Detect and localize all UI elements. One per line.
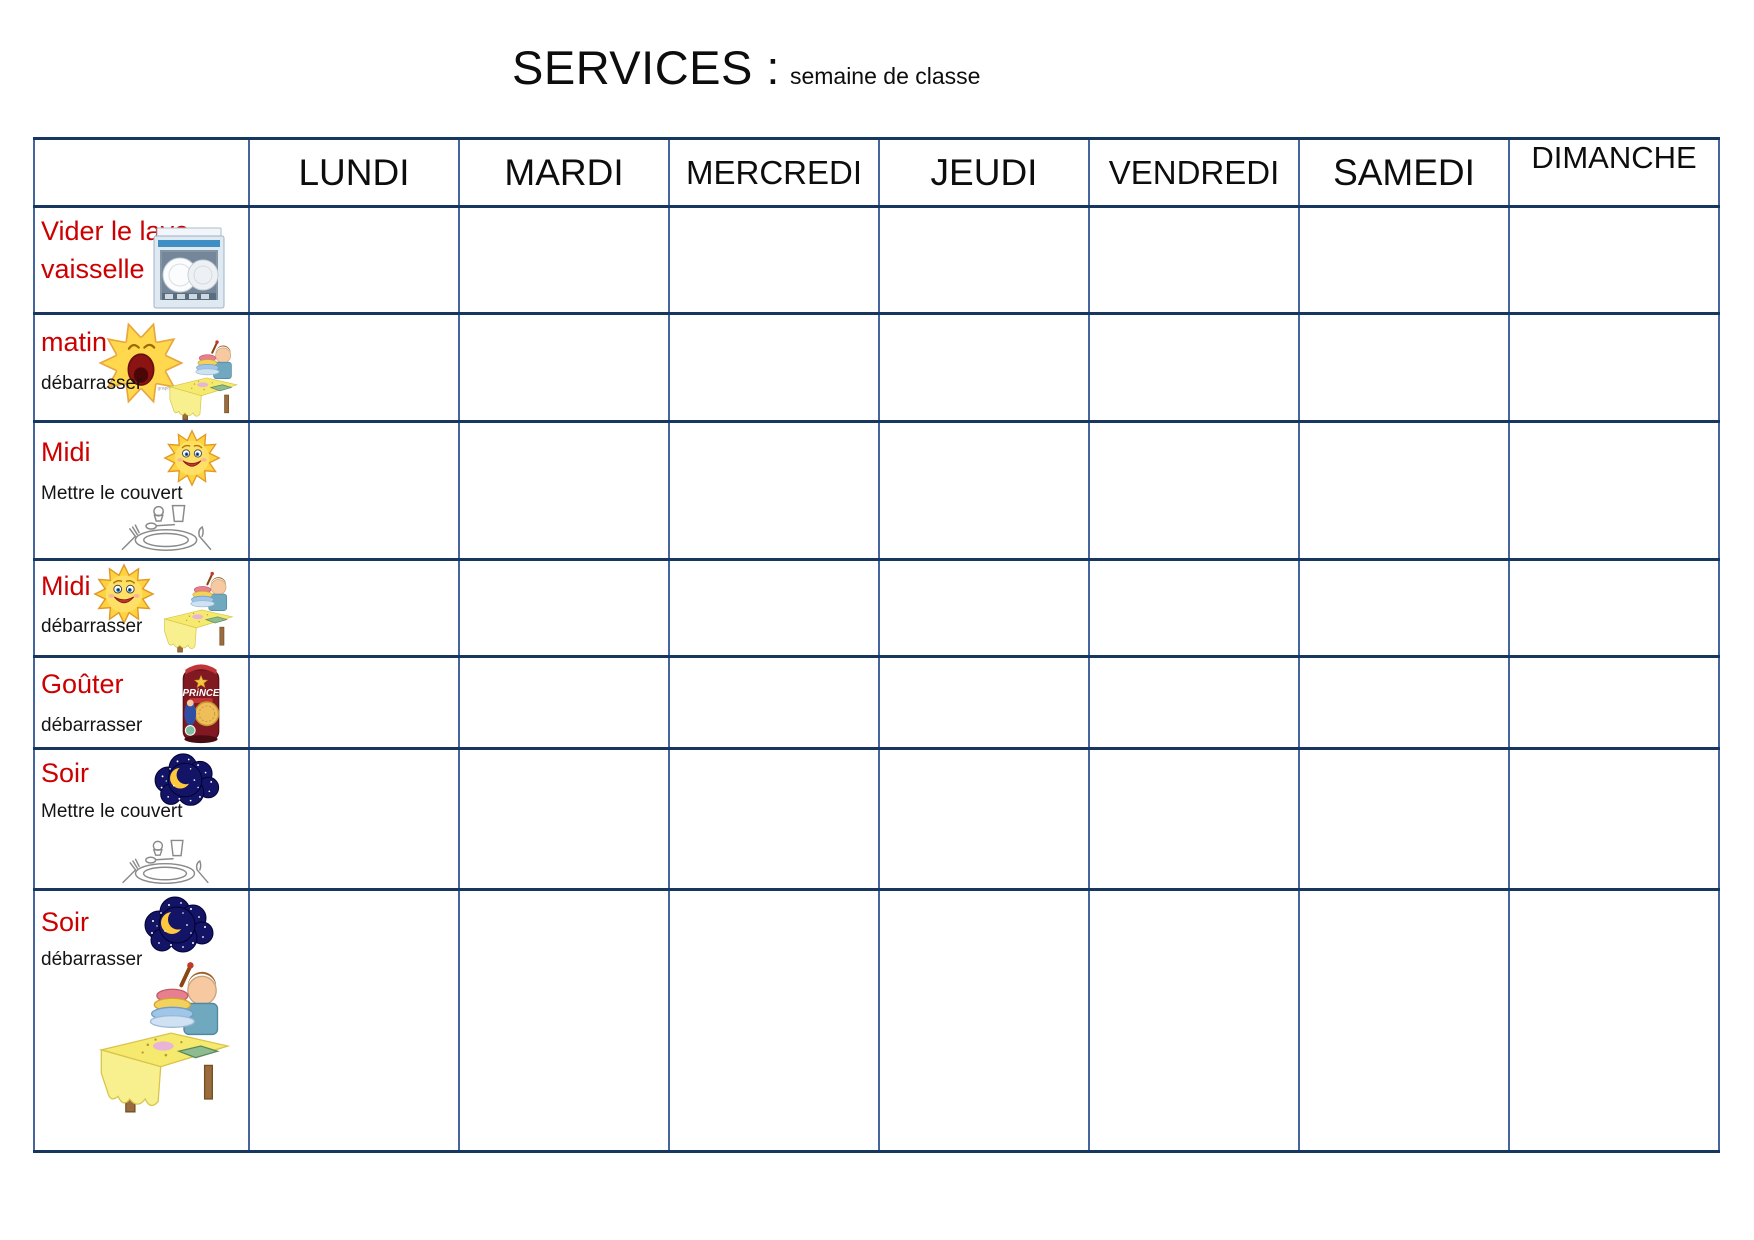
schedule-cell [248, 205, 460, 315]
schedule-cell [248, 888, 460, 1153]
task-row: Midi Mettre le couvert [33, 420, 1720, 561]
day-header-mardi: MARDI [458, 137, 670, 208]
schedule-cell [1088, 420, 1300, 561]
schedule-cell [458, 205, 670, 315]
schedule-cell [1508, 312, 1720, 423]
header-row: LUNDI MARDI MERCREDI JEUDI VENDREDI SAME… [33, 137, 1720, 208]
schedule-cell [1508, 420, 1720, 561]
page-title: SERVICES : semaine de classe [512, 40, 980, 95]
title-main: SERVICES : [512, 41, 780, 94]
schedule-cell [1088, 205, 1300, 315]
schedule-cell [1088, 312, 1300, 423]
schedule-cell [248, 420, 460, 561]
title-subtitle: semaine de classe [789, 63, 981, 89]
schedule-cell [878, 312, 1090, 423]
day-header-dimanche: DIMANCHE [1508, 137, 1720, 208]
task-label-soir-mettre-le-couvert: Soir Mettre le couvert [33, 747, 250, 891]
boy-clearing-table-icon [159, 569, 235, 655]
schedule-cell [248, 655, 460, 750]
day-header-vendredi: VENDREDI [1088, 137, 1300, 208]
day-header-samedi: SAMEDI [1298, 137, 1510, 208]
schedule-cell [1298, 558, 1510, 658]
schedule-cell [1088, 655, 1300, 750]
task-row: Midi débarrasser [33, 558, 1720, 658]
task-label-gouter-debarrasser: Goûter débarrasser [33, 655, 250, 750]
task-title: Goûter [41, 669, 124, 699]
task-row: Soir Mettre le couvert [33, 747, 1720, 891]
schedule-cell [668, 655, 880, 750]
task-title: Soir [41, 758, 90, 788]
task-row: matin débarrasser [33, 312, 1720, 423]
task-subtitle: débarrasser [41, 715, 143, 736]
task-row: Goûter débarrasser [33, 655, 1720, 750]
task-title: Midi [41, 571, 91, 601]
schedule-cell [668, 312, 880, 423]
schedule-cell [668, 205, 880, 315]
schedule-cell [878, 655, 1090, 750]
schedule-cell [878, 747, 1090, 891]
schedule-cell [1088, 888, 1300, 1153]
schedule-cell [248, 747, 460, 891]
schedule-cell [668, 747, 880, 891]
schedule-cell [1298, 312, 1510, 423]
day-header-mercredi: MERCREDI [668, 137, 880, 208]
boy-clearing-table-icon [163, 339, 241, 421]
schedule-cell [668, 558, 880, 658]
smiling-sun-icon [163, 429, 221, 487]
schedule-cell [1088, 747, 1300, 891]
schedule-cell [1508, 558, 1720, 658]
task-label-matin-debarrasser: matin débarrasser [33, 312, 250, 423]
schedule-cell [878, 420, 1090, 561]
schedule-cell [248, 558, 460, 658]
prince-snack-icon [177, 660, 225, 746]
schedule-cell [1298, 205, 1510, 315]
day-header-lundi: LUNDI [248, 137, 460, 208]
task-subtitle: débarrasser [41, 373, 143, 394]
schedule-cell [1298, 888, 1510, 1153]
services-table: LUNDI MARDI MERCREDI JEUDI VENDREDI SAME… [33, 137, 1720, 1153]
schedule-cell [458, 888, 670, 1153]
task-title: matin [41, 327, 108, 357]
task-subtitle: débarrasser [41, 949, 143, 970]
task-label-midi-mettre-le-couvert: Midi Mettre le couvert [33, 420, 250, 561]
task-subtitle: Mettre le couvert [41, 801, 183, 822]
schedule-cell [668, 888, 880, 1153]
schedule-cell [1298, 747, 1510, 891]
schedule-cell [248, 312, 460, 423]
schedule-cell [1298, 655, 1510, 750]
schedule-cell [458, 558, 670, 658]
task-subtitle: Mettre le couvert [41, 483, 183, 504]
task-row: Vider le lave-vaisselle [33, 205, 1720, 315]
day-header-jeudi: JEUDI [878, 137, 1090, 208]
schedule-cell [1508, 655, 1720, 750]
boy-clearing-table-icon [91, 925, 233, 1149]
dishwasher-icon [147, 224, 231, 312]
schedule-cell [458, 420, 670, 561]
task-subtitle: débarrasser [41, 616, 143, 637]
schedule-cell [1508, 747, 1720, 891]
schedule-cell [1088, 558, 1300, 658]
place-setting-icon [109, 501, 223, 553]
schedule-cell [668, 420, 880, 561]
schedule-cell [1298, 420, 1510, 561]
place-setting-icon [107, 836, 223, 886]
corner-cell [33, 137, 250, 208]
schedule-cell [1508, 888, 1720, 1153]
schedule-cell [458, 747, 670, 891]
schedule-cell [458, 655, 670, 750]
task-title: Soir [41, 907, 90, 937]
schedule-cell [878, 888, 1090, 1153]
task-title: Midi [41, 437, 91, 467]
schedule-cell [878, 205, 1090, 315]
task-label-soir-debarrasser: Soir débarrasser [33, 888, 250, 1153]
task-label-midi-debarrasser: Midi débarrasser [33, 558, 250, 658]
task-row: Soir débarrasser [33, 888, 1720, 1153]
task-label-vider-lave-vaisselle: Vider le lave-vaisselle [33, 205, 250, 315]
schedule-cell [458, 312, 670, 423]
schedule-cell [878, 558, 1090, 658]
schedule-cell [1508, 205, 1720, 315]
